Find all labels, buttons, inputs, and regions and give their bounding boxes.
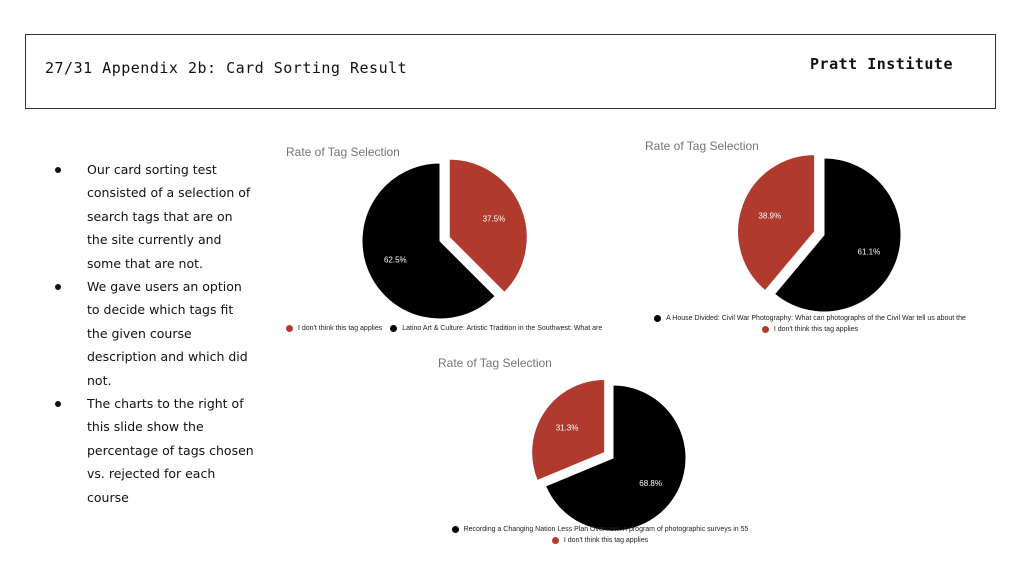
bullet-list: Our card sorting test consisted of a sel… (50, 158, 255, 509)
bullet-dot-icon (55, 284, 61, 291)
bullet-dot-icon (55, 167, 61, 173)
pie-chart-2: Rate of Tag Selection 38.9% 61.1% A House… (640, 134, 1000, 344)
slice-percent-label: 37.5% (483, 215, 506, 224)
legend-label: A House Divided: Civil War Photography: … (666, 315, 966, 322)
pie-slice (361, 162, 496, 320)
pie-slice (544, 384, 687, 532)
slide-header: 27/31 Appendix 2b: Card Sorting Result P… (25, 34, 996, 109)
slice-percent-label: 31.3% (556, 423, 579, 432)
pie-chart-1: Rate of Tag Selection 37.5% 62.5% I don't… (280, 140, 620, 340)
pie-slice (737, 154, 816, 292)
legend-item: I don't think this tag applies (640, 326, 980, 333)
pie-chart-svg: 38.9% 61.1% (737, 154, 902, 313)
slice-percent-label: 61.1% (858, 247, 881, 256)
legend-swatch-icon (451, 526, 459, 533)
pie-slice (531, 378, 606, 482)
chart-title: Rate of Tag Selection (438, 356, 552, 370)
bullet-item: The charts to the right of this slide sh… (50, 392, 255, 509)
bullet-item: We gave users an option to decide which … (50, 275, 255, 392)
chart-legend: Recording a Changing Nation Less Plan Ov… (430, 526, 770, 548)
pie-slice (448, 158, 528, 294)
organization-name: Pratt Institute (810, 55, 953, 73)
legend-label: I don't think this tag applies (563, 537, 649, 544)
slice-percent-label: 38.9% (758, 211, 781, 220)
legend-swatch-icon (286, 325, 293, 332)
legend-label: I don't think this tag applies (773, 326, 859, 333)
legend-item: Latino Art & Culture: Artistic Tradition… (390, 325, 602, 332)
bullet-text: Our card sorting test consisted of a sel… (87, 162, 251, 271)
bullet-text: We gave users an option to decide which … (87, 279, 248, 388)
pie-chart-3: Rate of Tag Selection 31.3% 68.8% Recordi… (430, 352, 770, 552)
legend-item: I don't think this tag applies (430, 537, 770, 544)
bullet-dot-icon (55, 401, 61, 408)
legend-label: Latino Art & Culture: Artistic Tradition… (402, 325, 603, 332)
legend-item: I don't think this tag applies (286, 325, 382, 332)
slide-title: 27/31 Appendix 2b: Card Sorting Result (45, 59, 408, 77)
chart-legend: I don't think this tag applies Latino Art… (286, 325, 610, 334)
pie-chart-svg: 37.5% 62.5% (361, 158, 528, 320)
slice-percent-label: 68.8% (639, 479, 662, 488)
slice-percent-label: 62.5% (384, 256, 407, 265)
legend-swatch-icon (390, 325, 398, 332)
legend-item: Recording a Changing Nation Less Plan Ov… (430, 526, 770, 533)
chart-legend: A House Divided: Civil War Photography: … (640, 315, 980, 337)
legend-item: A House Divided: Civil War Photography: … (640, 315, 980, 322)
bullet-text: The charts to the right of this slide sh… (87, 396, 254, 505)
legend-swatch-icon (761, 326, 769, 333)
legend-swatch-icon (551, 537, 559, 544)
chart-title: Rate of Tag Selection (645, 139, 759, 153)
pie-chart-svg: 31.3% 68.8% (531, 378, 687, 532)
chart-title: Rate of Tag Selection (286, 145, 400, 159)
pie-slice (773, 157, 902, 313)
legend-label: I don't think this tag applies (298, 325, 383, 332)
legend-label: Recording a Changing Nation Less Plan Ov… (463, 526, 749, 533)
bullet-item: Our card sorting test consisted of a sel… (50, 158, 255, 275)
legend-swatch-icon (654, 315, 662, 322)
